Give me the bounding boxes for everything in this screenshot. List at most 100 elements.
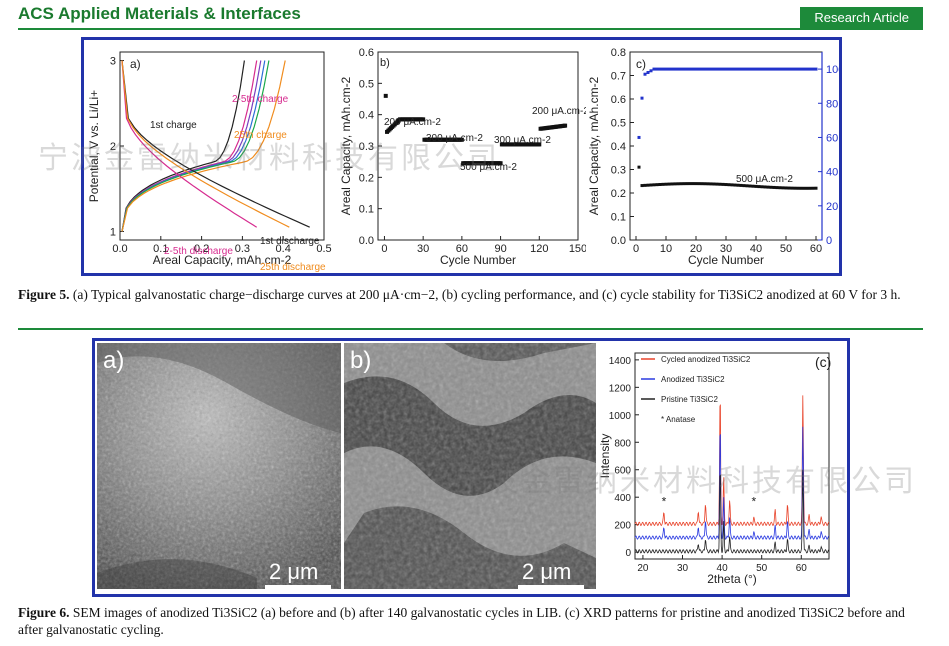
capacity-point [679,182,683,186]
y-tick-label: 0.1 [611,212,626,224]
y2-tick-label: 0 [826,235,832,247]
capacity-point [673,182,677,186]
capacity-point [733,183,737,187]
capacity-point [814,186,818,190]
efficiency-point [682,67,686,71]
y-tick-label: 1200 [609,383,632,394]
efficiency-point [709,67,713,71]
capacity-point [769,185,773,189]
curve-annotation: 1st discharge [260,236,320,247]
curve-2-5th-charge [121,60,270,232]
legend-entry: Cycled anodized Ti3SiC2 [661,355,751,364]
x-tick-label: 20 [690,243,702,255]
efficiency-point [688,67,692,71]
curve-1st-discharge [121,60,310,228]
header-rule [18,28,923,30]
y2-tick-label: 20 [826,201,838,213]
x-tick-label: 0.2 [194,243,209,255]
efficiency-point [664,67,668,71]
plot-frame [629,51,823,241]
efficiency-point [694,67,698,71]
y-tick-label: 0.7 [611,71,626,83]
capacity-point [796,186,800,190]
efficiency-point [769,67,773,71]
y-tick-label: 0.5 [611,118,626,130]
y-tick-label: 2 [110,141,116,153]
y-tick-label: 0.2 [611,188,626,200]
capacity-point [661,182,665,186]
capacity-point [730,183,734,187]
y-tick-label: 0.6 [359,47,374,59]
capacity-point [799,186,803,190]
data-point [537,142,542,147]
y-tick-label: 0.0 [611,235,626,247]
xrd-pattern-1 [634,395,830,527]
x-tick-label: 0.5 [316,243,331,255]
x-tick-label: 0 [381,243,387,255]
chart-fig5c: 0 10 20 30 40 50 60 0.0 0.1 0.2 0.3 0.4 0.5 0.6 0.7 0.8… [587,47,839,267]
x-tick-label: 90 [494,243,506,255]
y-tick-label: 0.0 [359,235,374,247]
y-tick-label: 1000 [609,411,632,422]
efficiency-point [778,67,782,71]
efficiency-point [775,67,779,71]
efficiency-point [772,67,776,71]
efficiency-point [724,67,728,71]
x-tick-label: 0 [633,243,639,255]
efficiency-point [799,67,803,71]
rate-annotation: 500 μA.cm-2 [736,174,793,185]
rate-annotation: 300 μA.cm-2 [426,133,483,144]
sem-texture-b [344,343,596,589]
journal-title: ACS Applied Materials & Interfaces [18,4,301,23]
y2-tick-label: 60 [826,132,838,144]
y-tick-label: 0.6 [611,94,626,106]
x-tick-label: 20 [637,563,649,574]
capacity-point [724,183,728,187]
efficiency-point [721,67,725,71]
x-tick-label: 10 [660,243,672,255]
capacity-point [706,182,710,186]
efficiency-point [667,67,671,71]
efficiency-point [643,72,647,76]
capacity-point [685,182,689,186]
efficiency-point [739,67,743,71]
curve-annotation: 1st charge [150,120,197,131]
y-tick-label: 0.3 [611,165,626,177]
capacity-point [727,183,731,187]
efficiency-point [718,67,722,71]
x-tick-label: 30 [720,243,732,255]
capacity-point [793,186,797,190]
capacity-point [808,186,812,190]
sem-texture-a [97,343,341,589]
capacity-point [805,186,809,190]
efficiency-point [673,67,677,71]
y-axis-label: Areal Capacity, mAh.cm-2 [587,76,601,215]
y-tick-label: 0 [625,548,631,559]
efficiency-point [712,67,716,71]
capacity-point [790,186,794,190]
figure-5-label: Figure 5. [18,287,70,302]
capacity-point [802,186,806,190]
efficiency-point [727,67,731,71]
efficiency-point [811,67,815,71]
watermark-text: 宁波金雷纳米材料科技有限公司 [38,141,500,176]
efficiency-point [730,67,734,71]
curve-annotation: 25th charge [234,130,287,141]
capacity-point [652,183,656,187]
capacity-point [784,186,788,190]
sem-image-a: a) 2 μm [97,343,341,589]
x-axis-label: 2theta (°) [707,572,757,586]
capacity-point [748,184,752,188]
x-tick-label: 60 [796,563,808,574]
xrd-pattern-2 [634,426,830,540]
sem-a-label: a) [103,347,125,374]
data-point [421,117,426,122]
curve-annotation: 2-5th discharge [164,246,233,257]
capacity-point [649,183,653,187]
efficiency-point [763,67,767,71]
capacity-point [664,182,668,186]
efficiency-point [736,67,740,71]
y-tick-label: 200 [614,521,631,532]
y-tick-label: 800 [614,438,631,449]
x-tick-label: 150 [569,243,586,255]
